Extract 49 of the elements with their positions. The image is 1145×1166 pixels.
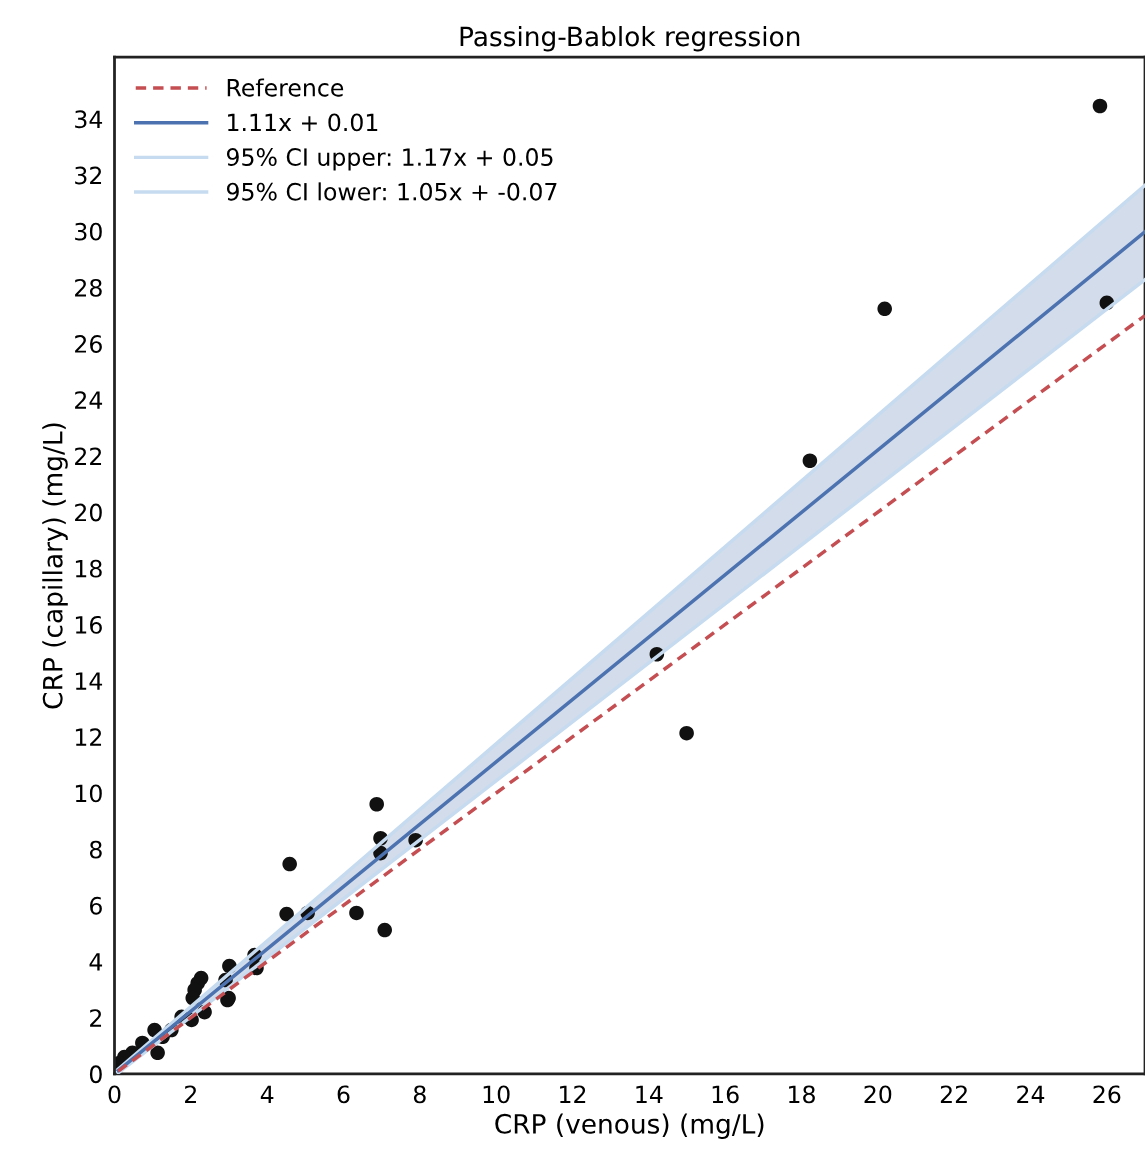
- y-tick-label: 18: [75, 559, 102, 578]
- x-tick-label: 4: [260, 1085, 274, 1103]
- x-tick-label: 2: [185, 1085, 196, 1103]
- y-tick-label: 30: [75, 222, 102, 241]
- point: [679, 725, 694, 741]
- x-tick-label: 8: [413, 1085, 426, 1104]
- y-tick-label: 10: [75, 784, 102, 803]
- x-tick-label: 6: [337, 1085, 350, 1104]
- x-tick-label: 24: [1017, 1085, 1045, 1103]
- y-tick-label: 0: [89, 1065, 102, 1084]
- y-tick-label: 14: [75, 672, 103, 690]
- x-tick-label: 20: [864, 1085, 892, 1104]
- x-tick-label: 14: [636, 1085, 663, 1103]
- y-tick-label: 22: [75, 447, 102, 465]
- point: [349, 905, 364, 921]
- y-tick-label: 2: [90, 1009, 102, 1027]
- y-tick-label: 20: [75, 503, 102, 522]
- y-tick-label: 4: [89, 953, 103, 971]
- x-tick-label: 0: [108, 1085, 121, 1104]
- x-tick-label: 16: [712, 1085, 739, 1104]
- y-tick-label: 8: [89, 840, 102, 859]
- legend-label: 95% CI lower: 1.05x + -0.07: [226, 182, 557, 201]
- x-tick-label: 12: [560, 1085, 586, 1103]
- legend-label: 95% CI upper: 1.17x + 0.05: [226, 148, 553, 171]
- x-tick-label: 26: [1093, 1085, 1121, 1104]
- x-tick-label: 22: [940, 1085, 967, 1103]
- y-tick-label: 6: [90, 896, 102, 915]
- y-tick-label: 32: [75, 166, 102, 185]
- y-tick-label: 34: [75, 110, 103, 129]
- point: [877, 301, 892, 317]
- y-axis-title: CRP (capillary) (mg/L): [42, 423, 68, 709]
- point: [377, 922, 392, 938]
- chart-title: Passing-Bablok regression: [460, 25, 800, 52]
- x-axis-title: CRP (venous) (mg/L): [495, 1113, 764, 1139]
- y-tick-label: 24: [75, 391, 103, 409]
- x-tick-label: 10: [483, 1085, 510, 1104]
- y-tick-label: 16: [75, 615, 102, 634]
- point: [369, 796, 384, 812]
- y-tick-label: 28: [75, 278, 102, 297]
- point: [1092, 98, 1108, 114]
- legend-label: Reference: [227, 78, 344, 97]
- point: [282, 856, 297, 872]
- point: [802, 453, 818, 469]
- y-tick-label: 26: [75, 335, 102, 353]
- x-tick-label: 18: [789, 1085, 815, 1104]
- y-tick-label: 12: [75, 728, 102, 746]
- point: [279, 906, 294, 922]
- legend-label: 1.11x + 0.01: [228, 113, 378, 132]
- point: [150, 1045, 165, 1061]
